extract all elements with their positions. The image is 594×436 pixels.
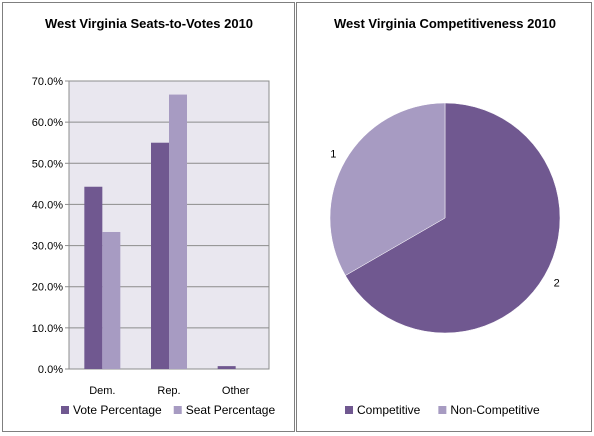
bar-seat-percentage [169, 94, 187, 369]
bar-chart-x-ticks: Dem. Rep. Other [89, 385, 250, 397]
y-tick-label: 50.0% [32, 158, 63, 170]
pie-slice-non-competitive [329, 102, 446, 276]
legend-swatch [61, 406, 69, 414]
pie-data-label: 1 [330, 149, 336, 161]
bar-vote-percentage [84, 186, 103, 369]
bar-vote-percentage [217, 366, 236, 369]
pie-chart-title: West Virginia Competitiveness 2010 [334, 16, 556, 31]
pie-chart-data-labels: 21 [330, 149, 560, 290]
y-tick-label: 70.0% [32, 76, 63, 88]
x-tick-label: Other [222, 385, 250, 397]
pie-data-label: 2 [554, 278, 560, 290]
legend-label: Vote Percentage [73, 403, 162, 417]
bar-vote-percentage [151, 142, 169, 369]
competitiveness-chart: West Virginia Competitiveness 2010 21 Co… [329, 16, 561, 417]
bar-seat-percentage [102, 231, 121, 369]
legend-swatch [438, 406, 447, 414]
seats-to-votes-chart-panel: West Virginia Seats-to-Votes 2010 0.0% 10… [2, 2, 295, 432]
bar-chart-title: West Virginia Seats-to-Votes 2010 [45, 16, 253, 31]
y-tick-label: 0.0% [38, 364, 63, 376]
legend-label: Competitive [357, 403, 421, 417]
legend-label: Seat Percentage [186, 403, 276, 417]
x-tick-label: Rep. [157, 385, 180, 397]
y-tick-label: 10.0% [32, 323, 63, 335]
y-tick-label: 30.0% [32, 241, 63, 253]
bar-chart-legend: Vote Percentage Seat Percentage [61, 403, 275, 417]
x-tick-label: Dem. [89, 385, 115, 397]
legend-swatch [345, 406, 353, 414]
legend-swatch [173, 406, 182, 414]
seats-to-votes-chart: West Virginia Seats-to-Votes 2010 0.0% 10… [32, 16, 276, 417]
pie-slice-competitive [345, 102, 561, 334]
bar-chart-bars [84, 94, 236, 369]
legend-label: Non-Competitive [450, 403, 540, 417]
y-tick-label: 20.0% [32, 282, 63, 294]
y-tick-label: 60.0% [32, 117, 63, 129]
bar-chart-y-ticks: 0.0% 10.0% 20.0% 30.0% 40.0% 50.0% 60.0% 70.0% [32, 76, 69, 376]
pie-chart-legend: Competitive Non-Competitive [345, 403, 540, 417]
pie-chart-slices [329, 102, 561, 334]
y-tick-label: 40.0% [32, 199, 63, 211]
